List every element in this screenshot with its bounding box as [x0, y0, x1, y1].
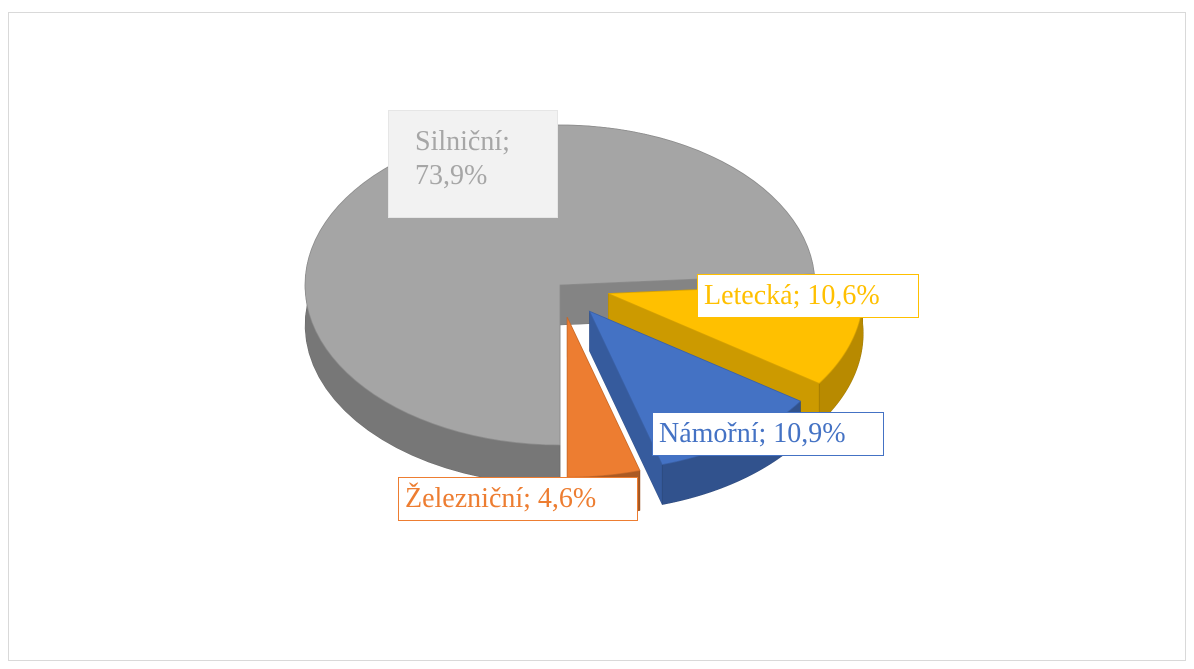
slice: [566, 316, 641, 478]
data-label: Železniční; 4,6%: [398, 477, 638, 521]
data-label: Letecká; 10,6%: [697, 274, 919, 318]
data-label: Námořní; 10,9%: [652, 412, 884, 456]
data-label: Silniční; 73,9%: [388, 110, 558, 218]
